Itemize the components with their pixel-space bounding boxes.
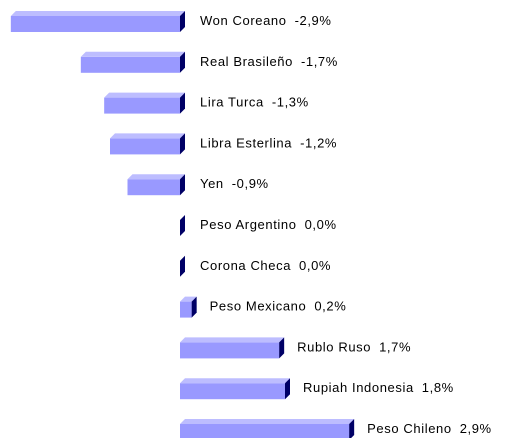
data-label: Peso Argentino 0,0% xyxy=(200,217,337,232)
bar-side xyxy=(349,419,355,438)
category-label: Libra Esterlina xyxy=(200,136,292,151)
value-label: -2,9% xyxy=(295,13,332,28)
data-label: Lira Turca -1,3% xyxy=(200,95,309,110)
data-label: Won Coreano -2,9% xyxy=(200,13,332,28)
category-label: Rupiah Indonesia xyxy=(303,381,414,396)
bar xyxy=(10,16,181,32)
bar xyxy=(180,424,350,438)
bar-top xyxy=(127,174,185,180)
data-label: Peso Chileno 2,9% xyxy=(367,421,492,436)
data-label: Libra Esterlina -1,2% xyxy=(200,136,337,151)
bar-top xyxy=(80,51,185,57)
value-label: -1,7% xyxy=(301,54,338,69)
bar-side xyxy=(180,215,185,236)
bar-top xyxy=(110,133,185,139)
category-label: Won Coreano xyxy=(200,13,287,28)
category-label: Peso Argentino xyxy=(200,217,297,232)
bar-top xyxy=(10,11,186,16)
value-label: 0,0% xyxy=(299,258,331,273)
bar-side xyxy=(180,51,185,73)
bar-side xyxy=(191,296,197,318)
bar xyxy=(127,179,180,196)
bar-top xyxy=(104,92,185,98)
value-label: -1,2% xyxy=(300,136,337,151)
value-label: -0,9% xyxy=(232,177,269,192)
data-label: Real Brasileño -1,7% xyxy=(200,54,338,69)
bar xyxy=(180,383,285,400)
bar-top xyxy=(180,337,285,343)
bar xyxy=(110,138,180,155)
category-label: Yen xyxy=(200,177,224,192)
bar-side xyxy=(180,133,185,155)
category-label: Peso Chileno xyxy=(367,421,452,436)
bar-top xyxy=(180,296,197,302)
data-label: Corona Checa 0,0% xyxy=(200,258,331,273)
bar-top xyxy=(180,419,355,424)
data-label: Peso Mexicano 0,2% xyxy=(210,299,347,314)
bar xyxy=(180,342,280,359)
data-label: Rupiah Indonesia 1,8% xyxy=(303,381,454,396)
bar-side xyxy=(180,174,185,196)
category-label: Peso Mexicano xyxy=(210,299,307,314)
bar-top xyxy=(180,378,290,384)
bar xyxy=(80,56,180,73)
value-label: -1,3% xyxy=(272,95,309,110)
value-label: 1,7% xyxy=(379,340,411,355)
value-label: 0,2% xyxy=(314,299,346,314)
bar-side xyxy=(279,337,285,359)
category-label: Corona Checa xyxy=(200,258,291,273)
bar xyxy=(104,97,180,114)
bar xyxy=(180,301,192,318)
value-label: 0,0% xyxy=(305,217,337,232)
category-label: Rublo Ruso xyxy=(297,340,371,355)
category-label: Lira Turca xyxy=(200,95,264,110)
bar-side xyxy=(180,255,185,277)
value-label: 1,8% xyxy=(422,381,454,396)
bar-side xyxy=(180,92,185,114)
data-label: Rublo Ruso 1,7% xyxy=(297,340,411,355)
bar-side xyxy=(180,11,185,32)
bar-side xyxy=(285,378,290,400)
category-label: Real Brasileño xyxy=(200,54,293,69)
data-label: Yen -0,9% xyxy=(200,177,269,192)
value-label: 2,9% xyxy=(460,421,492,436)
